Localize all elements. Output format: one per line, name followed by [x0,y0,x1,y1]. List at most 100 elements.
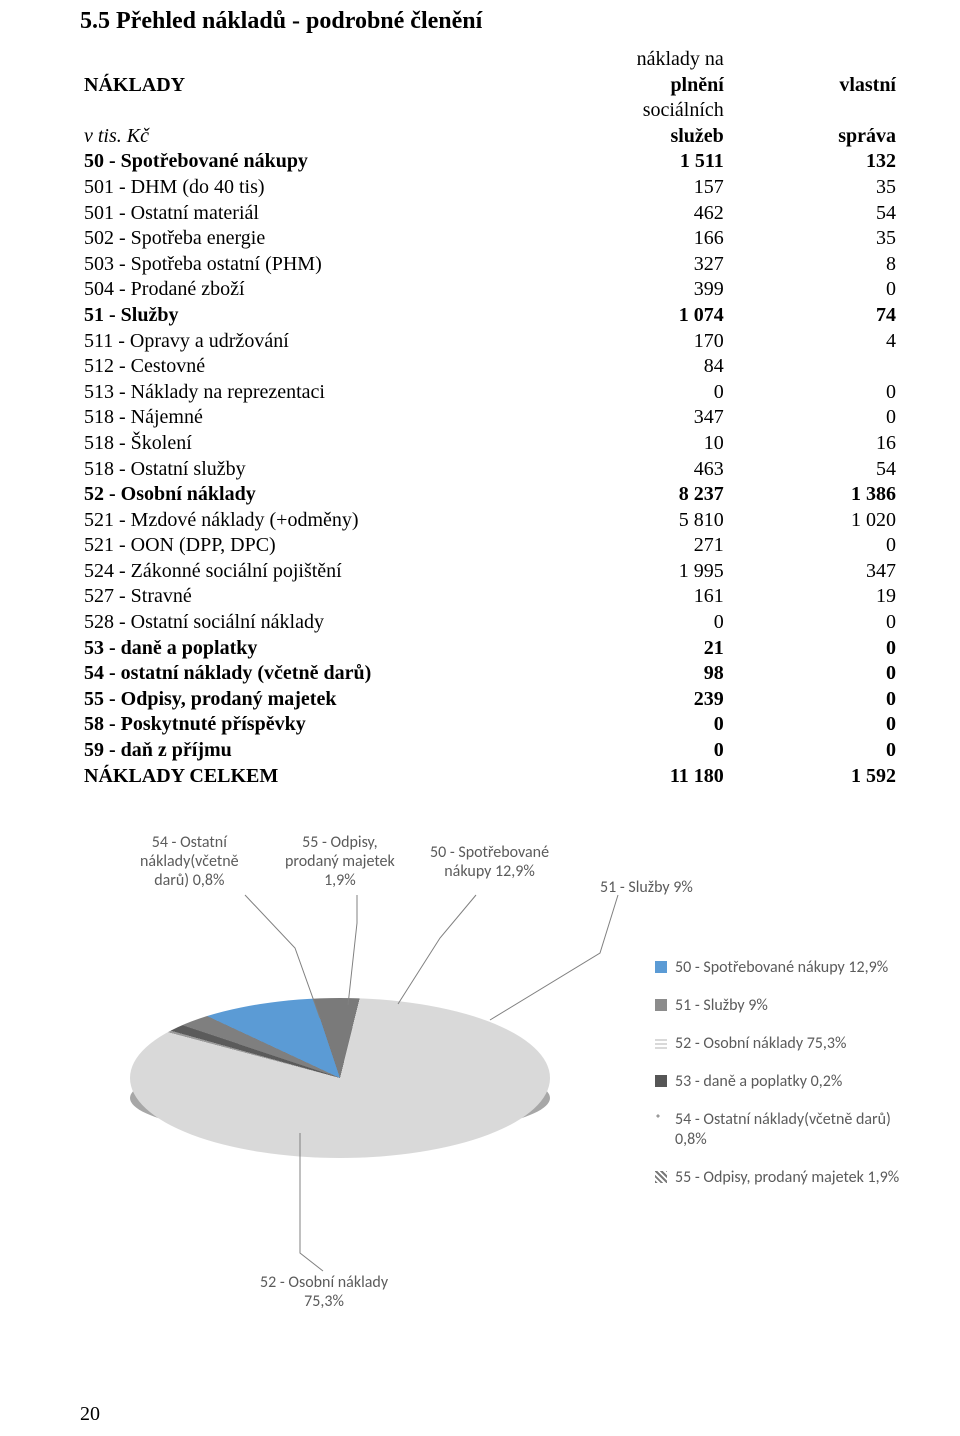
pie-body [130,998,550,1078]
page: 5.5 Přehled nákladů - podrobné členění N… [0,0,960,1436]
row-value-1: 0 [547,610,727,636]
header-col2-line1: náklady na [547,47,727,73]
row-value-2: 35 [728,226,900,252]
row-value-2: 74 [728,303,900,329]
header-col2-line2: plnění [547,73,727,99]
legend-item: 55 - Odpisy, prodaný majetek 1,9% [655,1168,905,1188]
table-row: 501 - DHM (do 40 tis)15735 [80,175,900,201]
row-value-1: 170 [547,329,727,355]
row-value-2: 0 [728,712,900,738]
table-header-row: NÁKLADY náklady na [80,47,900,73]
table-row: 518 - Ostatní služby46354 [80,457,900,483]
row-value-2: 347 [728,559,900,585]
row-label: 518 - Školení [80,431,547,457]
row-value-2: 35 [728,175,900,201]
row-value-2: 0 [728,661,900,687]
header-unit: v tis. Kč [80,124,547,150]
legend-label: 50 - Spotřebované nákupy 12,9% [675,958,888,978]
row-label: 59 - daň z příjmu [80,738,547,764]
row-value-1: 11 180 [547,764,727,790]
cost-table: NÁKLADY náklady na plnění vlastní sociál… [80,47,900,789]
row-label: 50 - Spotřebované nákupy [80,149,547,175]
row-value-1: 0 [547,712,727,738]
row-label: 521 - OON (DPP, DPC) [80,533,547,559]
table-row: 52 - Osobní náklady8 2371 386 [80,482,900,508]
table-row: NÁKLADY CELKEM11 1801 592 [80,764,900,790]
row-value-2: 1 386 [728,482,900,508]
page-number: 20 [80,1403,900,1426]
table-row: 518 - Školení1016 [80,431,900,457]
table-row: 524 - Zákonné sociální pojištění1 995347 [80,559,900,585]
legend-label: 52 - Osobní náklady 75,3% [675,1034,846,1054]
row-value-1: 166 [547,226,727,252]
row-value-2: 0 [728,636,900,662]
row-value-2: 16 [728,431,900,457]
header-col3-line1: vlastní [728,73,900,99]
row-value-2: 0 [728,277,900,303]
header-col3-line2: správa [728,124,900,150]
row-label: 52 - Osobní náklady [80,482,547,508]
row-label: NÁKLADY CELKEM [80,764,547,790]
table-row: 511 - Opravy a udržování1704 [80,329,900,355]
legend-swatch [655,1171,667,1183]
table-row: 501 - Ostatní materiál46254 [80,201,900,227]
table-row: 518 - Nájemné3470 [80,405,900,431]
table-row: 502 - Spotřeba energie16635 [80,226,900,252]
legend-swatch [655,1113,667,1125]
row-value-2: 1 020 [728,508,900,534]
row-value-1: 1 995 [547,559,727,585]
row-value-2: 54 [728,201,900,227]
legend-item: 54 - Ostatní náklady(včetně darů) 0,8% [655,1110,905,1150]
table-row: 54 - ostatní náklady (včetně darů)980 [80,661,900,687]
row-label: 501 - DHM (do 40 tis) [80,175,547,201]
row-value-1: 327 [547,252,727,278]
callout-51: 51 - Služby 9% [600,878,693,897]
chart-legend: 50 - Spotřebované nákupy 12,9% 51 - Služb… [655,958,905,1206]
row-label: 58 - Poskytnuté příspěvky [80,712,547,738]
row-value-1: 0 [547,738,727,764]
row-value-2: 0 [728,405,900,431]
callout-50: 50 - Spotřebovanénákupy 12,9% [430,843,549,881]
row-value-1: 8 237 [547,482,727,508]
legend-item: 51 - Služby 9% [655,996,905,1016]
row-value-1: 271 [547,533,727,559]
legend-swatch [655,1075,667,1087]
row-label: 504 - Prodané zboží [80,277,547,303]
row-value-1: 21 [547,636,727,662]
row-value-2: 19 [728,584,900,610]
header-col2-line4: služeb [547,124,727,150]
section-title: 5.5 Přehled nákladů - podrobné členění [80,8,900,35]
legend-label: 51 - Služby 9% [675,996,768,1016]
row-value-2: 132 [728,149,900,175]
row-value-1: 0 [547,380,727,406]
table-row: 51 - Služby1 07474 [80,303,900,329]
table-row: 512 - Cestovné84 [80,354,900,380]
row-label: 524 - Zákonné sociální pojištění [80,559,547,585]
table-row: 55 - Odpisy, prodaný majetek2390 [80,687,900,713]
row-value-2: 1 592 [728,764,900,790]
row-value-1: 1 074 [547,303,727,329]
callout-52: 52 - Osobní náklady75,3% [260,1273,388,1311]
pie-chart: 54 - Ostatnínáklady(včetnědarů) 0,8% 55 … [80,823,900,1343]
legend-label: 53 - daně a poplatky 0,2% [675,1072,842,1092]
header-naklady: NÁKLADY [80,47,547,124]
legend-item: 50 - Spotřebované nákupy 12,9% [655,958,905,978]
row-value-1: 10 [547,431,727,457]
table-row: 521 - Mzdové náklady (+odměny)5 8101 020 [80,508,900,534]
row-value-1: 161 [547,584,727,610]
row-label: 54 - ostatní náklady (včetně darů) [80,661,547,687]
row-label: 518 - Ostatní služby [80,457,547,483]
row-label: 527 - Stravné [80,584,547,610]
row-label: 55 - Odpisy, prodaný majetek [80,687,547,713]
row-value-2 [728,354,900,380]
row-value-2: 54 [728,457,900,483]
row-value-1: 462 [547,201,727,227]
table-row: 527 - Stravné16119 [80,584,900,610]
legend-swatch [655,961,667,973]
table-row: 528 - Ostatní sociální náklady00 [80,610,900,636]
row-value-1: 399 [547,277,727,303]
row-label: 501 - Ostatní materiál [80,201,547,227]
table-row: 521 - OON (DPP, DPC)2710 [80,533,900,559]
legend-label: 54 - Ostatní náklady(včetně darů) 0,8% [675,1110,905,1150]
table-row: 504 - Prodané zboží3990 [80,277,900,303]
